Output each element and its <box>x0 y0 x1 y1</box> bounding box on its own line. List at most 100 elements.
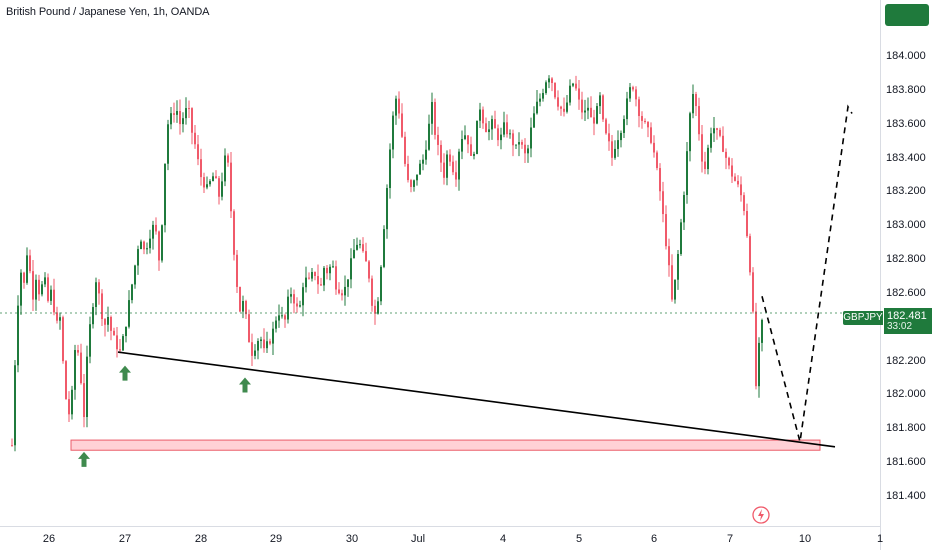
candle-body <box>725 151 727 158</box>
time-tick-label: Jul <box>410 533 426 545</box>
price-axis[interactable]: 184.000 183.800 183.600 183.400 183.200 183.0… <box>880 0 932 550</box>
candle-body <box>317 276 319 285</box>
candle-body <box>254 350 256 356</box>
candle-body <box>386 188 388 230</box>
candle-body <box>230 162 232 212</box>
candle-body <box>251 342 253 356</box>
candle-body <box>104 319 106 325</box>
candle-body <box>17 305 19 366</box>
candle-body <box>485 123 487 133</box>
candle-body <box>383 229 385 267</box>
candle-body <box>509 133 511 135</box>
candle-body <box>719 129 721 136</box>
candle-body <box>551 78 553 84</box>
candle-body <box>149 238 151 249</box>
time-tick-label: 1 <box>876 533 884 545</box>
candle-body <box>374 305 376 314</box>
candle-body <box>356 244 358 250</box>
candle-body <box>740 184 742 196</box>
candle-body <box>53 289 55 313</box>
candle-body <box>701 134 703 162</box>
candle-body <box>713 128 715 134</box>
arrow-up-icon <box>239 377 251 393</box>
candle-body <box>497 128 499 141</box>
candle-body <box>203 177 205 188</box>
candle-body <box>29 255 31 272</box>
badge-price: 182.481 <box>887 310 927 322</box>
candle-body <box>209 181 211 185</box>
price-tick-label: 183.000 <box>886 219 926 232</box>
candle-body <box>50 289 52 301</box>
lightning-icon[interactable] <box>752 506 770 524</box>
candle-body <box>431 102 433 124</box>
chart-area[interactable]: British Pound / Japanese Yen, 1h, OANDA <box>0 0 880 526</box>
candle-body <box>125 326 127 337</box>
candle-body <box>188 108 190 110</box>
candle-body <box>596 106 598 124</box>
candle-body <box>227 155 229 163</box>
candle-body <box>650 127 652 143</box>
candle-body <box>731 165 733 177</box>
candle-body <box>119 349 121 351</box>
candle-body <box>761 319 763 343</box>
candle-body <box>653 142 655 153</box>
candle-body <box>677 253 679 280</box>
candle-body <box>320 284 322 286</box>
support-zone <box>70 439 821 451</box>
candle-body <box>668 246 670 266</box>
candle-body <box>140 241 142 250</box>
candle-body <box>71 389 73 415</box>
candle-body <box>269 341 271 344</box>
candle-body <box>608 133 610 142</box>
candle-body <box>62 317 64 362</box>
candle-body <box>563 108 565 112</box>
candle-body <box>680 222 682 254</box>
candle-body <box>353 249 355 259</box>
candle-body <box>581 99 583 113</box>
candle-body <box>359 244 361 246</box>
candle-body <box>410 180 412 187</box>
candle-body <box>92 307 94 325</box>
candle-body <box>284 315 286 320</box>
price-scale-badge <box>885 4 929 26</box>
candle-body <box>170 113 172 125</box>
candle-body <box>671 265 673 300</box>
candle-body <box>743 195 745 211</box>
candle-body <box>659 168 661 192</box>
price-tick-label: 182.200 <box>886 354 926 367</box>
candle-body <box>380 266 382 302</box>
candle-body <box>44 277 46 285</box>
price-tick-label: 183.800 <box>886 83 926 96</box>
candle-body <box>737 180 739 185</box>
candle-body <box>107 317 109 325</box>
candle-body <box>194 132 196 145</box>
candle-body <box>236 254 238 287</box>
candle-body <box>404 136 406 164</box>
candle-body <box>689 113 691 152</box>
candle-body <box>560 106 562 109</box>
time-axis[interactable]: 26 27 28 29 30 Jul 4 5 6 7 10 1 <box>0 526 884 551</box>
candle-body <box>143 241 145 250</box>
candle-body <box>68 399 70 415</box>
candle-body <box>398 98 400 114</box>
candle-body <box>674 279 676 300</box>
candle-body <box>635 89 637 100</box>
candle-body <box>692 94 694 114</box>
candle-body <box>314 272 316 277</box>
candle-body <box>455 172 457 180</box>
candle-body <box>323 267 325 286</box>
candle-body <box>542 92 544 99</box>
price-tick-label: 181.400 <box>886 489 926 502</box>
candle-body <box>287 296 289 320</box>
candle-body <box>389 149 391 189</box>
candle-body <box>428 123 430 150</box>
candle-body <box>407 163 409 181</box>
candle-body <box>20 272 22 306</box>
candle-body <box>59 317 61 321</box>
candle-body <box>365 251 367 262</box>
candle-body <box>179 111 181 125</box>
candle-body <box>554 83 556 98</box>
candle-body <box>65 361 67 400</box>
price-chart-svg[interactable] <box>0 0 880 526</box>
candle-body <box>707 147 709 170</box>
